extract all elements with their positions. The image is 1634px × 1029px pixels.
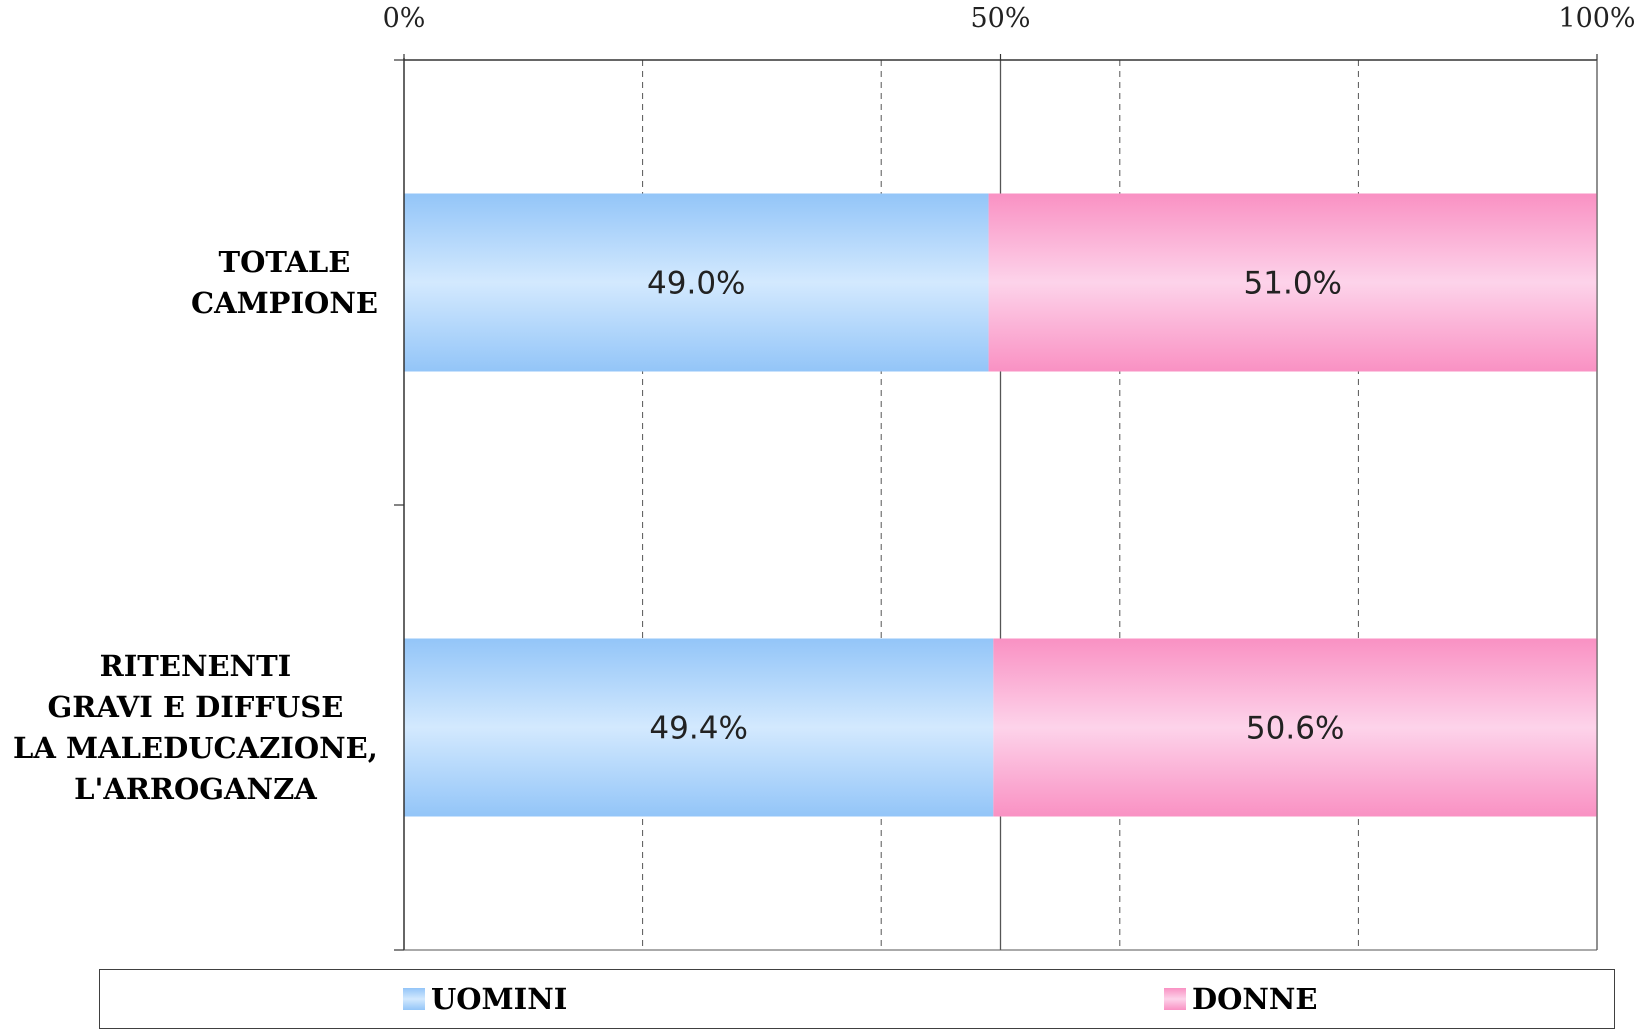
legend: UOMINI DONNE — [99, 969, 1615, 1029]
legend-label-donne: DONNE — [1192, 982, 1318, 1016]
data-label-donne-1: 50.6% — [1246, 711, 1344, 747]
legend-label-uomini: UOMINI — [431, 982, 568, 1016]
data-label-donne-0: 51.0% — [1244, 266, 1342, 302]
category-label-line: LA MALEDUCAZIONE, — [13, 730, 378, 765]
legend-item-donne: DONNE — [1164, 982, 1318, 1016]
legend-swatch-donne — [1164, 988, 1186, 1010]
x-tick-label-1: 50% — [970, 3, 1030, 34]
legend-item-uomini: UOMINI — [403, 982, 567, 1016]
category-label-line: GRAVI E DIFFUSE — [47, 689, 344, 724]
category-label-0: TOTALE CAMPIONE — [191, 242, 378, 324]
bar-uomini-0 — [404, 193, 989, 372]
x-tick-label-0: 0% — [383, 3, 426, 34]
category-label-line: TOTALE — [218, 244, 351, 279]
bar-uomini-1 — [404, 638, 994, 817]
category-label-line: CAMPIONE — [191, 285, 378, 320]
data-label-uomini-1: 49.4% — [649, 711, 747, 747]
x-tick-label-2: 100% — [1558, 3, 1634, 34]
category-label-1: RITENENTI GRAVI E DIFFUSE LA MALEDUCAZIONE… — [13, 646, 378, 810]
category-label-line: L'ARROGANZA — [74, 771, 317, 806]
bar-donne-1 — [993, 638, 1597, 817]
category-label-line: RITENENTI — [99, 648, 292, 683]
legend-swatch-uomini — [403, 988, 425, 1010]
bar-donne-0 — [988, 193, 1597, 372]
data-label-uomini-0: 49.0% — [647, 266, 745, 302]
